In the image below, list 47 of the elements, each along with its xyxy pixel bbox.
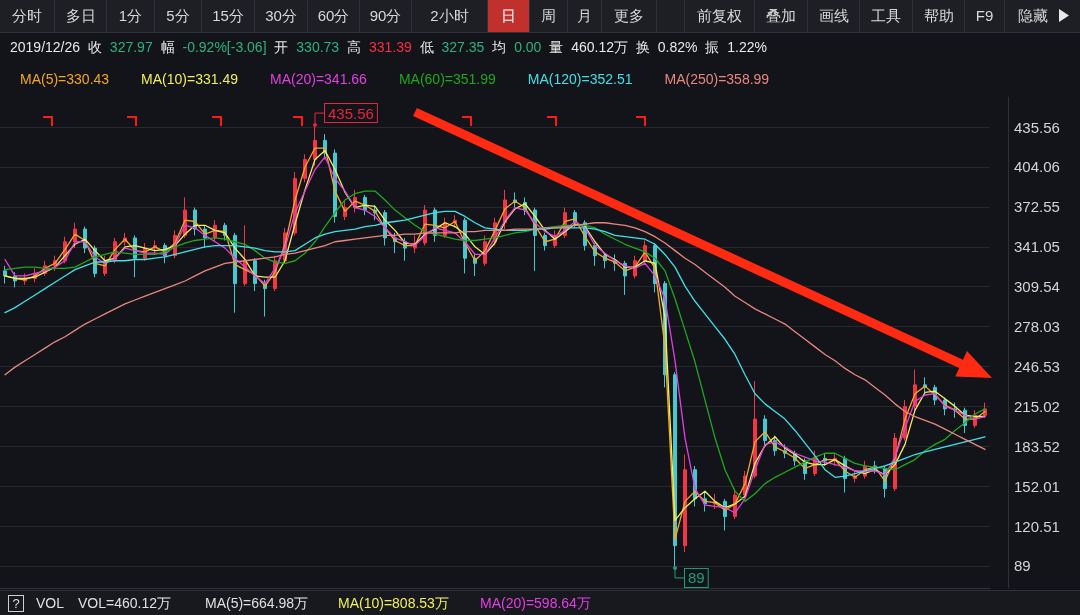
text: 15分	[212, 7, 244, 24]
text: 2019/12/26 收 327.97 幅 -0.92%[-3.06] 开 330.73 高 331.39 低 327.35 均 0.00 量 460.12万 换 0.82% 振 1.22%	[10, 39, 767, 55]
text: 叠加	[766, 7, 796, 24]
text: 2小时	[430, 7, 469, 24]
text: MA(60)=351.99	[398, 71, 496, 87]
text: MA(5)=330.43	[20, 71, 110, 87]
y-tick-label: 183.52	[1014, 437, 1060, 455]
y-tick-label: 404.06	[1014, 158, 1060, 176]
text: MA(5)=664.98万	[205, 595, 309, 612]
text: 月	[577, 7, 592, 24]
text: MA(10)=808.53万	[338, 595, 449, 612]
text: VOL	[36, 595, 65, 612]
text: 更多	[614, 7, 644, 24]
y-tick-label: 372.55	[1014, 198, 1060, 216]
y-tick-label: 215.02	[1014, 397, 1060, 415]
y-tick-label: 278.03	[1014, 318, 1060, 336]
text: 隐藏	[1018, 7, 1048, 24]
text: MA(250)=358.99	[664, 71, 770, 87]
text: MA(10)=331.49	[141, 71, 239, 87]
text: MA(20)=598.64万	[480, 595, 591, 612]
text: 日	[501, 7, 516, 24]
text: 前复权	[697, 7, 742, 24]
y-tick-label: 341.05	[1014, 238, 1060, 256]
text: F9	[975, 7, 994, 24]
text: 30分	[265, 7, 297, 24]
y-tick-label: 435.56	[1014, 118, 1060, 136]
y-tick-label: 89	[1014, 557, 1031, 575]
text: 5分	[166, 7, 190, 24]
text: MA(20)=341.66	[270, 71, 368, 87]
text: 帮助	[923, 7, 954, 24]
text: ?	[8, 595, 24, 612]
text: 1分	[118, 7, 143, 24]
text: 工具	[871, 7, 901, 24]
text: 60分	[317, 7, 350, 24]
text: 周	[541, 7, 556, 24]
y-tick-label: 120.51	[1014, 517, 1060, 535]
text: 分时	[12, 7, 42, 24]
annotation: 435.56	[328, 104, 374, 122]
text: 画线	[818, 7, 849, 24]
y-tick-label: 309.54	[1014, 278, 1060, 296]
text: 90分	[369, 7, 402, 24]
text: VOL=460.12万	[78, 595, 172, 612]
y-tick-label: 246.53	[1014, 357, 1060, 375]
text: MA(120)=352.51	[527, 71, 633, 87]
text: 多日	[65, 7, 96, 24]
y-tick-label: 152.01	[1014, 477, 1060, 495]
annotation: 89	[688, 569, 705, 587]
